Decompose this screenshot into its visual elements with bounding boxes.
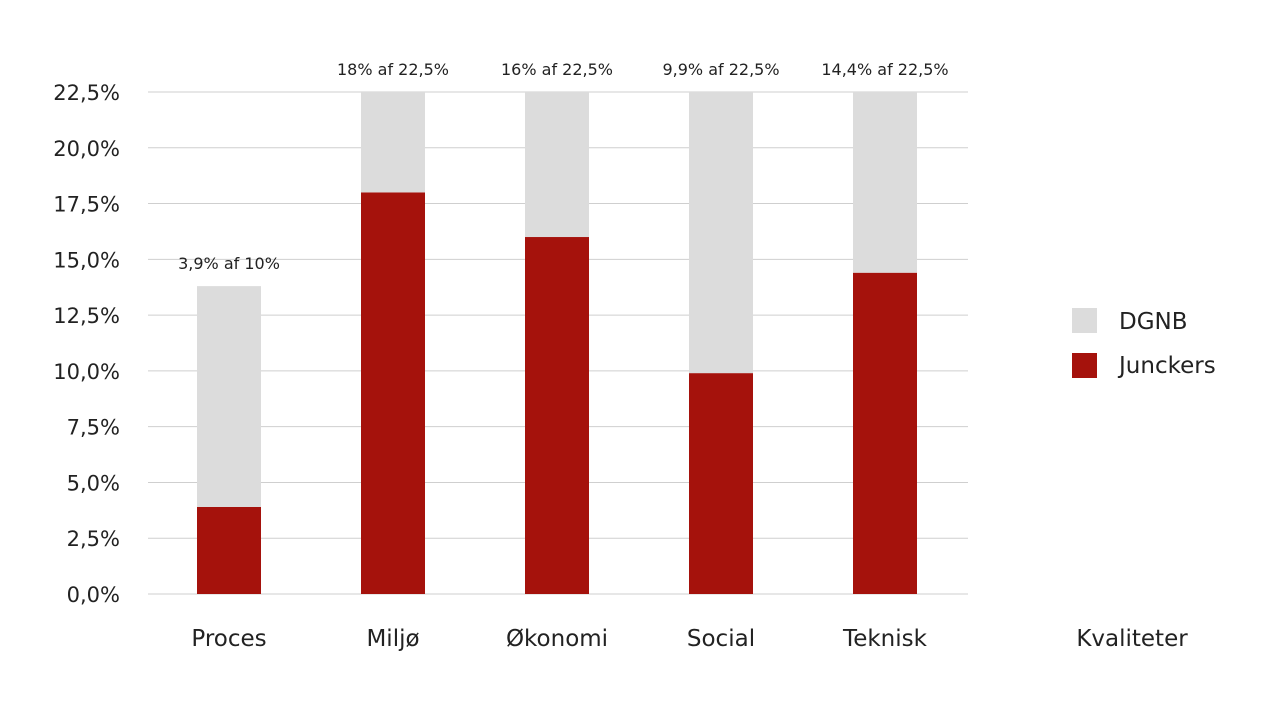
- legend-swatch-dgnb: [1072, 308, 1097, 333]
- bar-dgnb: [525, 92, 589, 238]
- bar-junckers: [689, 373, 753, 594]
- bar-junckers: [853, 272, 917, 594]
- bar-data-label: 18% af 22,5%: [337, 60, 449, 79]
- y-tick-label: 7,5%: [67, 416, 120, 440]
- y-axis-ticks: 0,0% 2,5% 5,0% 7,5% 10,0% 12,5% 15,0% 17,5% 20,0…: [53, 81, 120, 607]
- data-labels: 3,9% af 10% 18% af 22,5% 16% af 22,5% 9,9% …: [178, 60, 949, 273]
- y-tick-label: 0,0%: [67, 583, 120, 607]
- bar-junckers: [525, 237, 589, 594]
- y-tick-label: 17,5%: [53, 193, 120, 217]
- x-axis-categories: Proces Miljø Økonomi Social Teknisk: [191, 626, 927, 652]
- bar-dgnb: [197, 286, 261, 507]
- y-tick-label: 15,0%: [53, 248, 120, 272]
- x-category-label: Proces: [191, 626, 266, 652]
- bars: [197, 92, 917, 594]
- y-tick-label: 20,0%: [53, 137, 120, 161]
- legend-swatch-junckers: [1072, 353, 1097, 378]
- bar-data-label: 9,9% af 22,5%: [662, 60, 779, 79]
- x-category-label: Økonomi: [506, 626, 608, 652]
- x-category-label: Teknisk: [842, 626, 928, 652]
- bar-junckers: [361, 192, 425, 594]
- y-tick-label: 2,5%: [67, 527, 120, 551]
- bar-dgnb: [361, 92, 425, 193]
- x-axis-title: Kvaliteter: [1076, 626, 1188, 652]
- bar-data-label: 14,4% af 22,5%: [821, 60, 948, 79]
- bar-dgnb: [689, 92, 753, 374]
- bar-junckers: [197, 506, 261, 594]
- y-tick-label: 12,5%: [53, 304, 120, 328]
- y-tick-label: 5,0%: [67, 471, 120, 495]
- bar-dgnb: [853, 92, 917, 273]
- legend: DGNB Junckers: [1072, 308, 1216, 379]
- legend-label-dgnb: DGNB: [1119, 309, 1188, 335]
- bar-data-label: 3,9% af 10%: [178, 254, 280, 273]
- x-category-label: Social: [687, 626, 755, 652]
- x-category-label: Miljø: [366, 626, 419, 652]
- bar-data-label: 16% af 22,5%: [501, 60, 613, 79]
- y-tick-label: 10,0%: [53, 360, 120, 384]
- legend-label-junckers: Junckers: [1117, 353, 1216, 379]
- y-tick-label: 22,5%: [53, 81, 120, 105]
